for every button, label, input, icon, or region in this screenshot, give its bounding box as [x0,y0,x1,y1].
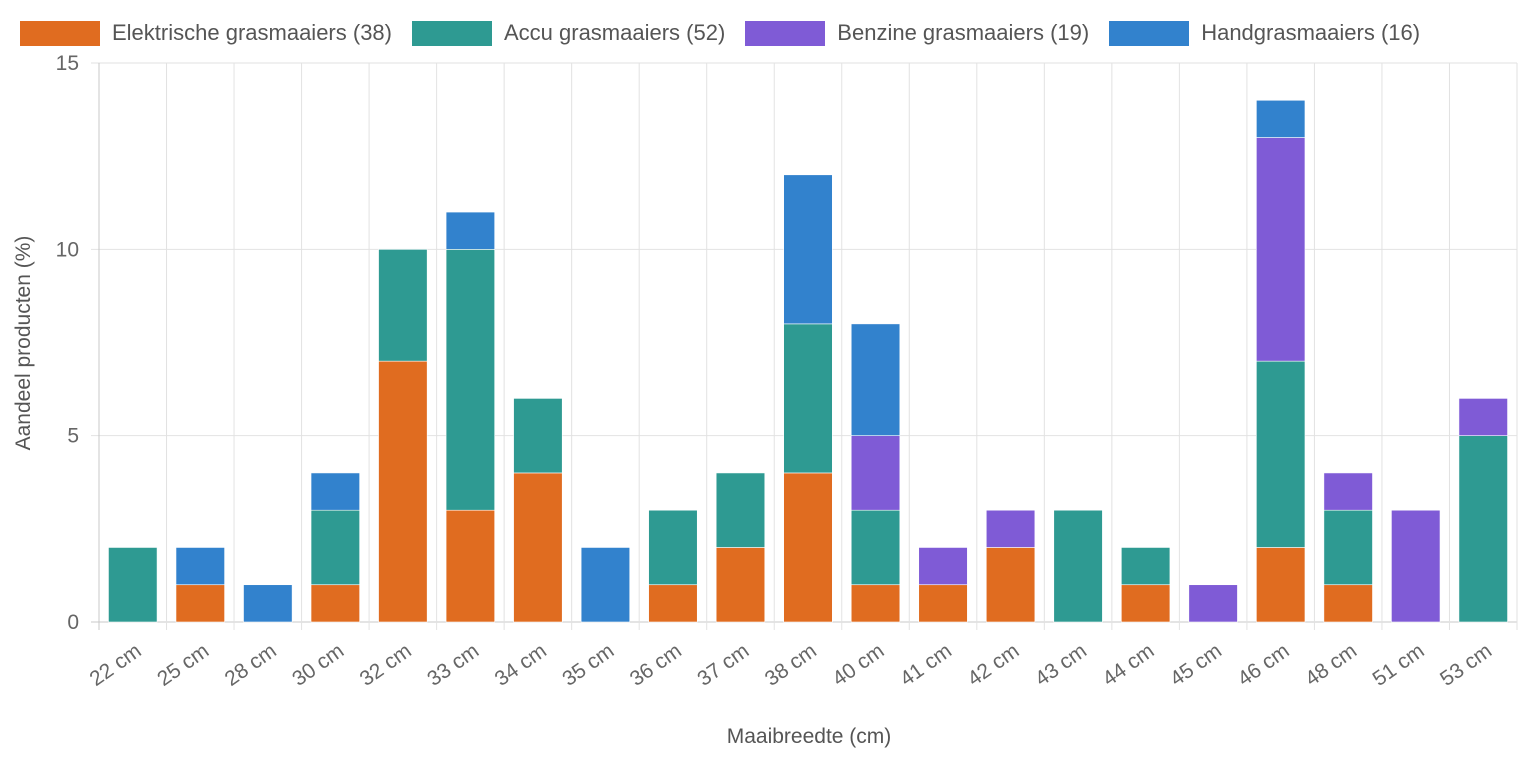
bar-segment[interactable] [1323,509,1373,586]
legend-item-elektrisch[interactable]: Elektrische grasmaaiers (38) [20,20,392,46]
bar-segment[interactable] [1391,509,1441,623]
bar-segment[interactable] [850,435,901,511]
bar-segment[interactable] [1121,584,1171,623]
bar-segment[interactable] [580,547,631,623]
x-tick-label: 41 cm [896,639,956,691]
bar-segment[interactable] [850,323,901,436]
x-axis-title: Maaibreedte (cm) [727,725,892,748]
bar-segment[interactable] [513,398,563,474]
x-tick-label: 43 cm [1031,639,1091,691]
x-tick-label: 51 cm [1369,639,1429,691]
legend-swatch-accu [411,20,492,46]
chart-legend: Elektrische grasmaaiers (38) Accu grasma… [20,14,1440,52]
legend-label-benzine: Benzine grasmaaiers (19) [837,20,1090,45]
bar-segment[interactable] [175,584,225,623]
bar-segment[interactable] [783,174,833,325]
legend-swatch-hand [1109,20,1190,46]
bar-segment[interactable] [1323,584,1373,623]
bar-segment[interactable] [1458,398,1508,436]
bar-segment[interactable] [985,547,1036,623]
legend-label-hand: Handgrasmaaiers (16) [1201,20,1421,45]
y-tick-label: 5 [67,425,79,448]
bar-segment[interactable] [1121,547,1171,586]
bar-segment[interactable] [1256,360,1306,548]
bar-segment[interactable] [648,509,698,586]
bar-segment[interactable] [108,547,158,623]
x-tick-label: 33 cm [423,639,483,691]
bar-segment[interactable] [918,547,968,586]
x-tick-label: 22 cm [86,639,146,691]
legend-item-benzine[interactable]: Benzine grasmaaiers (19) [745,20,1089,46]
y-tick-label: 15 [56,52,79,75]
x-tick-label: 53 cm [1436,639,1496,691]
bar-segment[interactable] [310,472,360,511]
x-tick-label: 46 cm [1233,639,1293,691]
x-tick-label: 30 cm [288,639,348,691]
x-tick-label: 35 cm [558,639,618,691]
x-tick-label: 34 cm [491,639,551,691]
bar-segment[interactable] [310,584,360,623]
x-tick-label: 37 cm [693,639,753,691]
bar-segment[interactable] [445,509,495,623]
legend-swatch-benzine [745,20,826,46]
bar-segment[interactable] [850,509,901,586]
bar-segment[interactable] [715,472,766,548]
y-tick-label: 10 [56,238,79,261]
bar-segment[interactable] [783,472,833,623]
bar-segment[interactable] [1256,547,1306,623]
y-axis-title: Aandeel producten (%) [12,236,35,451]
bar-segment[interactable] [445,249,495,511]
x-tick-label: 42 cm [963,639,1023,691]
bar-segment[interactable] [1256,99,1306,138]
bar-segment[interactable] [445,211,495,250]
bar-segment[interactable] [243,584,293,623]
bars-layer [108,99,1508,623]
x-tick-label: 25 cm [153,639,213,691]
bar-segment[interactable] [1188,584,1238,623]
bar-segment[interactable] [1458,435,1508,623]
bar-segment[interactable] [310,509,360,586]
x-tick-label: 28 cm [221,639,281,691]
legend-item-hand[interactable]: Handgrasmaaiers (16) [1109,20,1420,46]
bar-segment[interactable] [378,249,428,362]
bar-segment[interactable] [1323,472,1373,511]
x-tick-label: 32 cm [356,639,416,691]
legend-item-accu[interactable]: Accu grasmaaiers (52) [411,20,726,46]
legend-swatch-elektrisch [20,20,100,46]
x-tick-label: 36 cm [626,639,686,691]
bar-segment[interactable] [783,323,833,474]
bar-segment[interactable] [1256,137,1306,362]
x-tick-label: 38 cm [761,639,821,691]
x-tick-label: 48 cm [1301,639,1361,691]
legend-label-accu: Accu grasmaaiers (52) [503,20,726,45]
y-tick-label: 0 [67,611,79,634]
bar-segment[interactable] [175,547,225,586]
x-axis-ticks: 22 cm 25 cm 28 cm 30 cm 32 cm 33 cm 34 cm 35 cm… [86,639,1497,691]
bar-segment[interactable] [378,360,428,623]
x-tick-label: 44 cm [1098,639,1158,691]
bar-segment[interactable] [985,509,1036,548]
bar-segment[interactable] [850,584,901,623]
bar-segment[interactable] [1053,509,1103,623]
bar-segment[interactable] [715,547,766,623]
x-tick-label: 40 cm [828,639,888,691]
bar-segment[interactable] [648,584,698,623]
legend-label-elektrisch: Elektrische grasmaaiers (38) [112,20,392,45]
bar-segment[interactable] [918,584,968,623]
bar-segment[interactable] [513,472,563,623]
x-tick-label: 45 cm [1166,639,1226,691]
y-axis-ticks: 0 5 10 15 [56,52,79,634]
